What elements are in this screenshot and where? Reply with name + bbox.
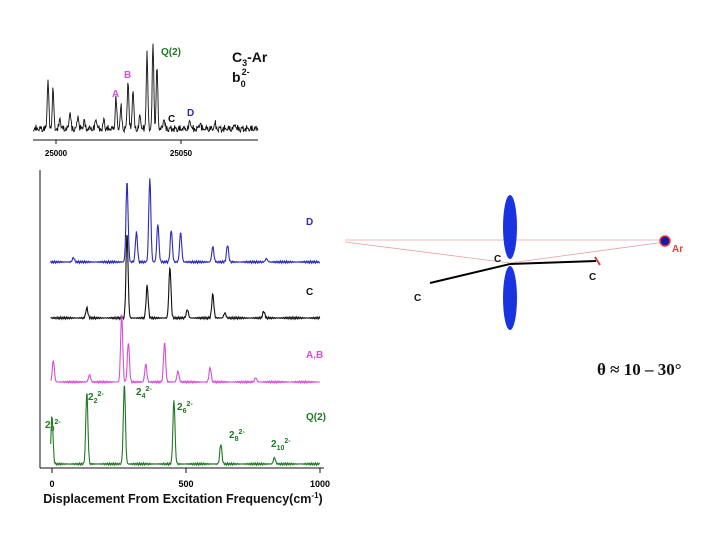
series-line-c [50, 234, 321, 321]
peak-label-2-6: 262- [177, 401, 193, 415]
inset-level-label: b02- [232, 67, 250, 89]
main-spectra-plot: 0 500 1000 D C A,B Q(2) 202- 222- 242- 262… [39, 170, 330, 506]
x-tick-label-500: 500 [178, 479, 193, 489]
atom-label-c-left: C [414, 293, 421, 304]
orbital-lobe-upper [503, 195, 517, 259]
inset-label-q2: Q(2) [161, 47, 181, 58]
series-label-d: D [306, 217, 313, 228]
c3-bond-right [509, 260, 597, 265]
peak-label-2-8: 282- [229, 429, 245, 443]
inset-tick-label-25000: 25000 [45, 149, 68, 158]
orbital-lobe-lower [503, 266, 517, 330]
c3-end-tick [594, 256, 601, 266]
peak-label-2-4: 242- [136, 386, 152, 400]
x-axis-label: Displacement From Excitation Frequency(c… [43, 491, 322, 506]
geometry-diagram: C C C Ar θ ≈ 10 – 30° [344, 195, 683, 379]
inset-trace [32, 43, 259, 134]
inset-label-a: A [112, 89, 119, 100]
series-label-q2: Q(2) [306, 412, 326, 423]
inset-label-c: C [168, 114, 175, 125]
inset-tick-label-25050: 25050 [170, 149, 193, 158]
guide-line-lower [344, 241, 511, 264]
x-tick-label-1000: 1000 [310, 479, 330, 489]
peak-label-2-10: 2102- [271, 438, 291, 452]
peak-label-2-2: 222- [88, 391, 104, 405]
c3-bond-left [429, 263, 511, 284]
series-label-ab: A,B [306, 350, 323, 361]
guide-line-ar [509, 241, 666, 264]
inset-title: C3-Ar [232, 49, 268, 68]
inset-label-d: D [187, 108, 194, 119]
inset-label-b: B [124, 70, 131, 81]
series-layer [50, 178, 321, 467]
atom-label-ar: Ar [672, 244, 683, 255]
inset-spectrum: 25000 25050 Q(2) B A C D C3-Ar b02- [32, 43, 268, 158]
angle-range-text: θ ≈ 10 – 30° [597, 360, 682, 379]
atom-label-c-center: C [494, 254, 501, 265]
series-label-c: C [306, 287, 313, 298]
x-tick-label-0: 0 [49, 479, 54, 489]
series-line-a-b [50, 314, 320, 385]
series-line-d [50, 178, 321, 265]
peak-label-2-0: 202- [45, 419, 61, 433]
x-tick-layer: 0 500 1000 [49, 468, 330, 489]
series-line-q-2 [50, 385, 321, 467]
ar-atom [659, 235, 671, 247]
atom-label-c-right: C [589, 272, 596, 283]
